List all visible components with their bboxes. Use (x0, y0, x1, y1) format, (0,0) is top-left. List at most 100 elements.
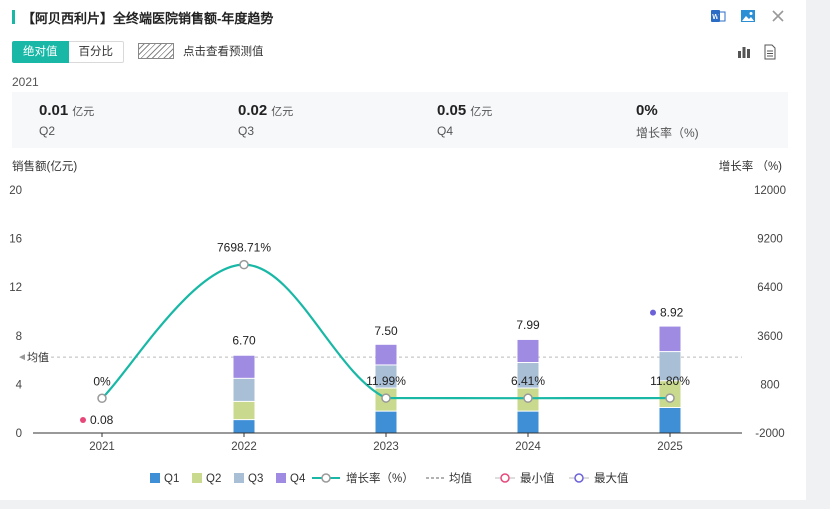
forecast-label: 点击查看预测值 (183, 46, 264, 58)
legend-label: 最大值 (594, 471, 629, 485)
y2-tick-label: 12000 (754, 185, 786, 197)
y2-tick-label: -2000 (755, 428, 784, 440)
summary-value: 0.05 (437, 102, 467, 119)
svg-text:W: W (712, 14, 719, 21)
y2-tick-label: 800 (760, 379, 779, 391)
max-marker (650, 309, 656, 316)
legend-swatch (192, 473, 202, 483)
summary-item: 0% 增长率（%) (636, 102, 699, 141)
chart-tools (736, 44, 778, 60)
average-marker-icon (19, 354, 25, 361)
summary-item: 0.02 亿元 Q3 (238, 102, 293, 138)
close-icon[interactable] (770, 8, 786, 24)
growth-label: 6.41% (511, 374, 545, 388)
summary-label: 增长率（%) (636, 126, 699, 140)
summary-value: 0.01 (39, 102, 69, 119)
summary-unit: 亿元 (72, 106, 95, 118)
growth-label: 11.99% (366, 374, 406, 388)
growth-label: 7698.71% (217, 241, 271, 255)
summary-value: 0.02 (238, 102, 268, 119)
legend-label: 增长率（%） (346, 471, 414, 485)
growth-label: 11.80% (650, 374, 690, 388)
bar-total-label: 8.92 (660, 306, 684, 320)
y-tick-label: 12 (9, 282, 22, 294)
growth-label: 0% (93, 374, 111, 388)
image-icon[interactable] (740, 8, 756, 24)
x-tick-label: 2024 (515, 441, 541, 453)
y2-axis-title: 增长率 （%) (718, 161, 782, 173)
bar-total-label: 6.70 (232, 334, 256, 348)
y2-tick-label: 9200 (757, 234, 783, 246)
y-axis-title: 销售额(亿元) (12, 161, 78, 173)
legend-label: Q1 (164, 473, 179, 485)
bar-segment (375, 411, 397, 433)
legend-label: Q3 (248, 473, 263, 485)
legend-label: 最小值 (520, 472, 555, 485)
summary-value: 0% (636, 102, 658, 119)
title-accent-bar (12, 10, 15, 24)
bar-chart-icon[interactable] (736, 44, 752, 60)
legend-swatch-point (574, 473, 584, 483)
bar-segment (517, 411, 539, 433)
bar-segment (375, 344, 397, 365)
legend-swatch-point (321, 473, 331, 483)
growth-line (101, 263, 671, 400)
growth-point (665, 393, 675, 403)
word-icon[interactable]: W (710, 8, 726, 24)
document-icon[interactable] (762, 44, 778, 60)
bar-total-label: 0.08 (90, 413, 114, 427)
growth-point (523, 393, 533, 403)
legend-label: Q4 (290, 473, 306, 485)
view-mode-tabs: 绝对值 百分比 (12, 41, 124, 63)
summary-label: Q3 (238, 124, 255, 138)
y2-tick-label: 3600 (757, 331, 783, 343)
bar-segment (517, 363, 539, 388)
summary-unit: 亿元 (470, 106, 493, 118)
summary-item: 0.01 亿元 Q2 (39, 102, 94, 138)
bar-segment (659, 326, 681, 352)
header-actions: W (710, 8, 786, 24)
x-tick-label: 2023 (373, 441, 399, 453)
summary-label: Q4 (437, 124, 454, 138)
forecast-hatch-icon (138, 43, 174, 59)
y-tick-label: 0 (16, 428, 22, 440)
chart-plot: 2021 2022 2023 2024 2025 0 4 8 12 16 20 -2000 800 360… (9, 185, 786, 485)
legend-swatch (276, 473, 286, 483)
tab-percent[interactable]: 百分比 (68, 41, 124, 63)
summary-panel: 0.01 亿元 Q2 0.02 亿元 Q3 0.05 亿元 Q4 0% 增长率（%) (12, 92, 788, 148)
tab-absolute[interactable]: 绝对值 (12, 41, 69, 63)
growth-point (239, 259, 249, 270)
y-tick-label: 8 (16, 331, 22, 343)
min-marker (80, 417, 86, 424)
forecast-toggle[interactable]: 点击查看预测值 (138, 43, 264, 59)
bar-segment (659, 352, 681, 381)
legend-swatch (150, 473, 160, 483)
x-tick-label: 2022 (231, 441, 257, 453)
summary-unit: 亿元 (271, 106, 294, 118)
bar-segment (517, 339, 539, 363)
bar-segment (659, 407, 681, 433)
chart-card: 【阿贝西利片】全终端医院销售额-年度趋势 W 绝对值 百分比 点击查看预测值 2… (0, 0, 806, 500)
bar-segment (375, 365, 397, 388)
y-tick-label: 4 (16, 379, 23, 391)
legend-swatch-point (500, 473, 510, 483)
bar-segment (233, 355, 255, 378)
legend-label: 均值 (449, 472, 472, 485)
growth-point (381, 393, 391, 403)
average-label: 均值 (27, 351, 49, 364)
x-tick-label: 2025 (657, 441, 683, 453)
summary-item: 0.05 亿元 Q4 (437, 102, 492, 138)
y-tick-label: 16 (9, 234, 22, 246)
bar-segment (233, 420, 255, 433)
x-tick-label: 2021 (89, 441, 115, 453)
bar-segment (233, 401, 255, 420)
bar-total-label: 7.50 (374, 324, 398, 338)
y-tick-label: 20 (9, 185, 22, 197)
summary-year: 2021 (12, 75, 39, 89)
legend-label: Q2 (206, 473, 221, 485)
growth-point (97, 393, 107, 404)
summary-label: Q2 (39, 124, 56, 138)
chart-title: 【阿贝西利片】全终端医院销售额-年度趋势 (22, 11, 274, 26)
bar-total-label: 7.99 (516, 318, 540, 332)
legend-swatch (234, 473, 244, 483)
